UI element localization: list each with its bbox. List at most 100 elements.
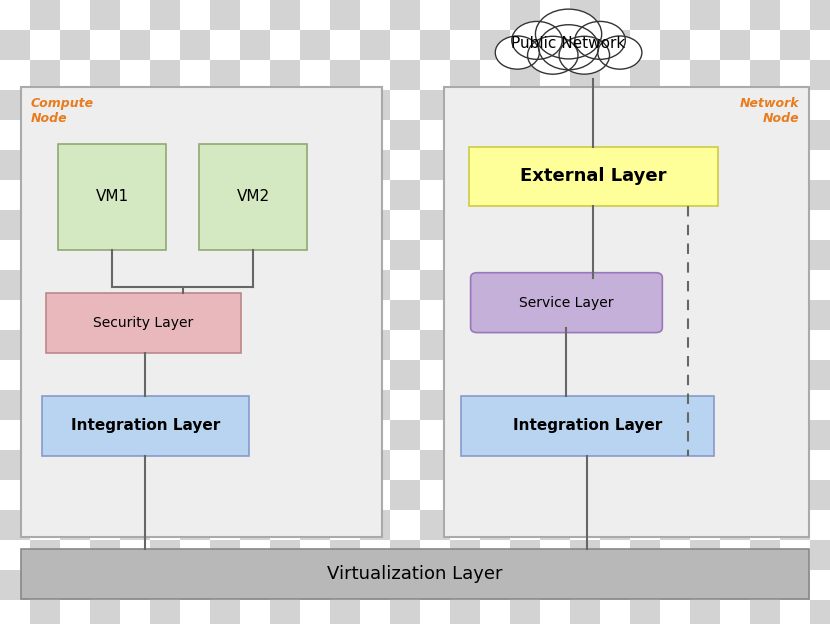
Bar bbox=[630, 480, 660, 510]
Bar bbox=[180, 90, 210, 120]
Bar bbox=[630, 0, 660, 30]
Text: VM2: VM2 bbox=[237, 189, 270, 204]
Bar bbox=[750, 480, 780, 510]
Bar bbox=[600, 510, 630, 540]
Bar bbox=[360, 150, 390, 180]
Bar bbox=[660, 300, 690, 330]
Bar bbox=[120, 60, 150, 90]
Bar bbox=[810, 240, 830, 270]
Bar bbox=[720, 300, 750, 330]
Bar bbox=[690, 600, 720, 624]
Bar bbox=[810, 360, 830, 390]
Bar bbox=[690, 270, 720, 300]
Bar bbox=[810, 30, 830, 60]
Bar bbox=[330, 210, 360, 240]
Bar bbox=[390, 270, 420, 300]
Bar bbox=[570, 270, 600, 300]
Bar bbox=[330, 300, 360, 330]
Bar bbox=[690, 180, 720, 210]
Bar bbox=[480, 450, 510, 480]
Bar bbox=[630, 600, 660, 624]
Bar bbox=[450, 480, 480, 510]
Bar bbox=[330, 240, 360, 270]
Bar bbox=[720, 510, 750, 540]
Bar bbox=[810, 90, 830, 120]
Bar bbox=[0, 30, 30, 60]
Bar bbox=[180, 330, 210, 360]
Bar bbox=[270, 150, 300, 180]
Bar bbox=[780, 30, 810, 60]
Bar bbox=[780, 330, 810, 360]
Bar bbox=[120, 90, 150, 120]
Bar bbox=[540, 180, 570, 210]
Bar bbox=[450, 390, 480, 420]
Bar bbox=[690, 300, 720, 330]
Bar bbox=[120, 480, 150, 510]
Bar bbox=[120, 510, 150, 540]
Bar bbox=[480, 210, 510, 240]
Bar bbox=[420, 90, 450, 120]
Bar bbox=[570, 90, 600, 120]
Bar bbox=[300, 600, 330, 624]
Bar bbox=[30, 570, 60, 600]
Bar bbox=[780, 0, 810, 30]
Bar bbox=[444, 87, 809, 537]
Bar bbox=[120, 330, 150, 360]
Bar bbox=[0, 420, 30, 450]
Bar bbox=[600, 120, 630, 150]
Bar bbox=[210, 450, 240, 480]
Bar bbox=[540, 540, 570, 570]
Bar bbox=[540, 570, 570, 600]
Bar bbox=[750, 90, 780, 120]
Bar bbox=[210, 270, 240, 300]
Bar bbox=[660, 0, 690, 30]
Bar bbox=[120, 540, 150, 570]
Bar bbox=[150, 600, 180, 624]
Bar bbox=[480, 180, 510, 210]
Bar bbox=[510, 600, 540, 624]
Bar bbox=[300, 150, 330, 180]
Bar bbox=[810, 420, 830, 450]
Bar bbox=[300, 90, 330, 120]
Bar bbox=[810, 480, 830, 510]
Bar bbox=[330, 90, 360, 120]
Bar bbox=[30, 90, 60, 120]
Bar bbox=[210, 30, 240, 60]
Bar bbox=[720, 120, 750, 150]
Bar bbox=[480, 540, 510, 570]
Bar bbox=[630, 450, 660, 480]
Bar bbox=[240, 270, 270, 300]
Bar bbox=[300, 120, 330, 150]
Bar bbox=[510, 270, 540, 300]
Bar bbox=[90, 450, 120, 480]
Bar bbox=[180, 480, 210, 510]
Bar bbox=[450, 210, 480, 240]
Bar bbox=[420, 270, 450, 300]
Bar bbox=[420, 600, 450, 624]
Bar bbox=[210, 300, 240, 330]
Bar bbox=[180, 540, 210, 570]
Bar bbox=[240, 210, 270, 240]
Bar bbox=[30, 450, 60, 480]
Bar bbox=[270, 420, 300, 450]
Bar bbox=[480, 570, 510, 600]
Bar bbox=[660, 150, 690, 180]
Bar bbox=[630, 390, 660, 420]
Bar bbox=[90, 30, 120, 60]
Bar bbox=[330, 0, 360, 30]
Bar bbox=[60, 120, 90, 150]
Bar bbox=[0, 270, 30, 300]
Bar bbox=[570, 150, 600, 180]
Bar bbox=[150, 240, 180, 270]
Bar bbox=[810, 0, 830, 30]
Bar bbox=[540, 510, 570, 540]
Bar bbox=[360, 360, 390, 390]
Bar bbox=[660, 360, 690, 390]
Bar bbox=[0, 390, 30, 420]
Text: Public Network: Public Network bbox=[511, 36, 626, 51]
Bar bbox=[390, 390, 420, 420]
Bar bbox=[420, 510, 450, 540]
Bar bbox=[0, 210, 30, 240]
Bar bbox=[240, 330, 270, 360]
Bar bbox=[540, 60, 570, 90]
